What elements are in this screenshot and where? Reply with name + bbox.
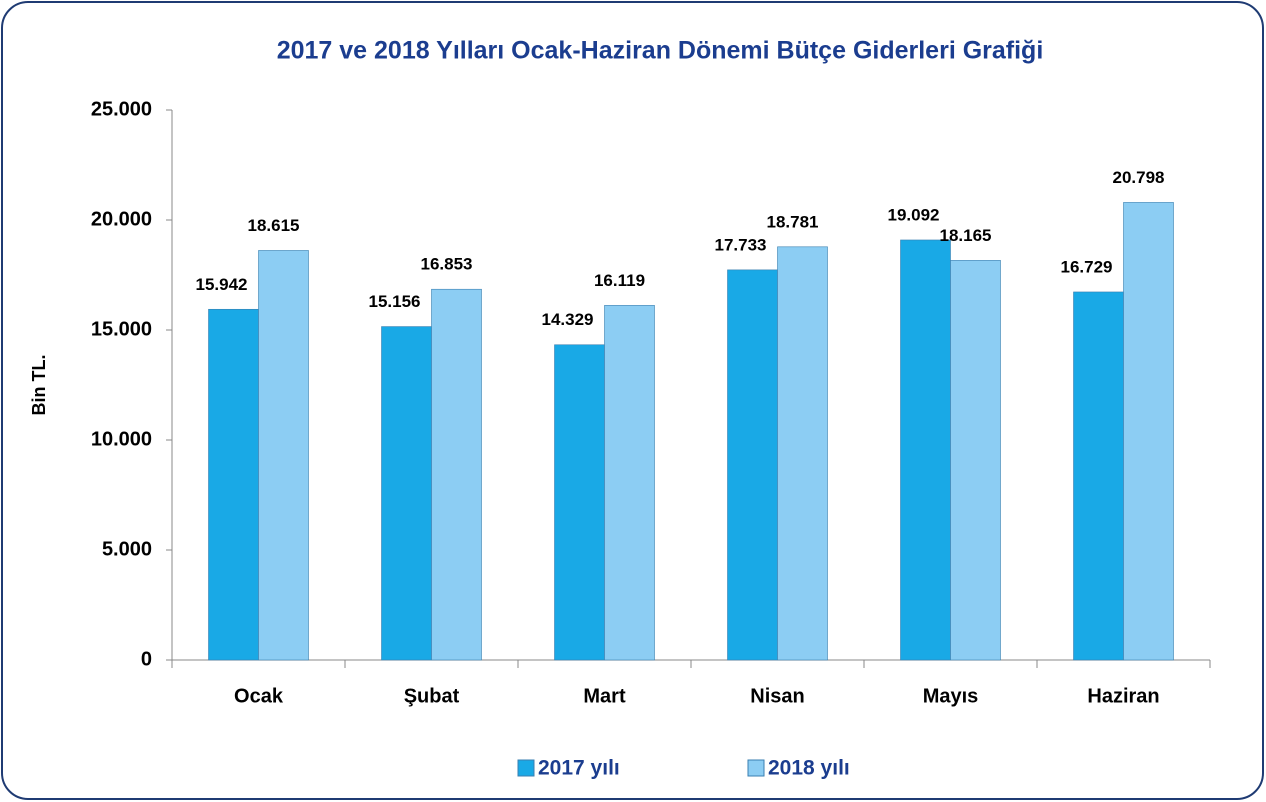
bar (381, 326, 432, 661)
value-label: 16.853 (421, 255, 473, 274)
y-tick-label: 25.000 (91, 98, 152, 120)
bar (1073, 291, 1124, 661)
legend-label: 2018 yılı (768, 757, 850, 780)
value-label: 15.156 (369, 292, 421, 311)
bar (258, 250, 309, 661)
y-tick-label: 20.000 (91, 208, 152, 230)
y-tick-label: 0 (141, 648, 152, 670)
chart-title: 2017 ve 2018 Yılları Ocak-Haziran Dönemi… (277, 37, 1044, 65)
bar (727, 269, 778, 661)
x-tick-label: Mart (583, 685, 626, 707)
bar (900, 239, 951, 661)
y-tick-label: 10.000 (91, 428, 152, 450)
bar (1123, 202, 1174, 661)
bar (431, 288, 482, 661)
y-tick-label: 15.000 (91, 318, 152, 340)
x-tick-label: Nisan (750, 685, 804, 707)
value-label: 16.119 (594, 271, 645, 290)
value-label: 15.942 (196, 275, 248, 294)
y-axis-label: Bin TL. (29, 355, 49, 416)
value-label: 20.798 (1113, 168, 1165, 187)
legend-swatch (747, 759, 765, 777)
bar (604, 305, 655, 661)
value-label: 14.329 (542, 310, 594, 329)
legend-swatch (517, 759, 535, 777)
value-label: 18.165 (940, 226, 992, 245)
bar (554, 344, 605, 661)
value-label: 18.615 (248, 216, 300, 235)
x-tick-label: Haziran (1087, 685, 1159, 707)
x-tick-label: Ocak (234, 685, 284, 707)
bar (208, 308, 259, 661)
legend-label: 2017 yılı (538, 757, 620, 780)
bar (950, 260, 1001, 661)
bar (777, 246, 828, 661)
value-label: 17.733 (715, 235, 767, 254)
x-tick-label: Şubat (404, 685, 460, 707)
x-tick-label: Mayıs (923, 685, 979, 707)
y-tick-label: 5.000 (102, 538, 152, 560)
value-label: 16.729 (1061, 257, 1113, 276)
value-label: 19.092 (888, 205, 940, 224)
value-label: 18.781 (767, 212, 819, 231)
